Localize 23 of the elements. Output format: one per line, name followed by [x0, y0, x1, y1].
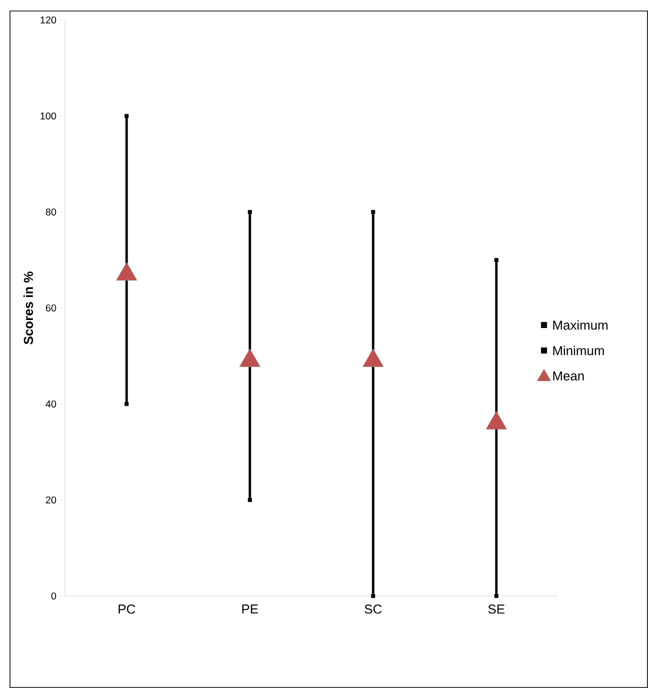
- point: [371, 594, 376, 598]
- y-tick-label: 60: [46, 304, 56, 312]
- y-tick-label: 20: [46, 496, 56, 504]
- legend-label: Maximum: [553, 320, 608, 330]
- point: [494, 594, 498, 598]
- point: [124, 114, 129, 118]
- y-tick-label: 100: [40, 112, 56, 120]
- legend-label: Mean: [553, 371, 584, 381]
- x-tick-label: SC: [364, 604, 382, 614]
- point: [248, 498, 252, 502]
- point: [248, 210, 252, 214]
- y-tick-label: 0: [51, 592, 56, 600]
- legend-label: Minimum: [553, 346, 604, 356]
- y-axis-title: Scores in %: [24, 272, 34, 344]
- y-tick-label: 40: [46, 400, 56, 408]
- x-tick-label: PE: [242, 604, 258, 614]
- point: [494, 258, 498, 262]
- y-tick-label: 120: [40, 16, 56, 24]
- point: [124, 402, 129, 406]
- point: [371, 210, 376, 214]
- y-tick-label: 80: [46, 208, 56, 216]
- x-tick-label: SE: [488, 604, 504, 614]
- x-tick-label: PC: [118, 604, 136, 614]
